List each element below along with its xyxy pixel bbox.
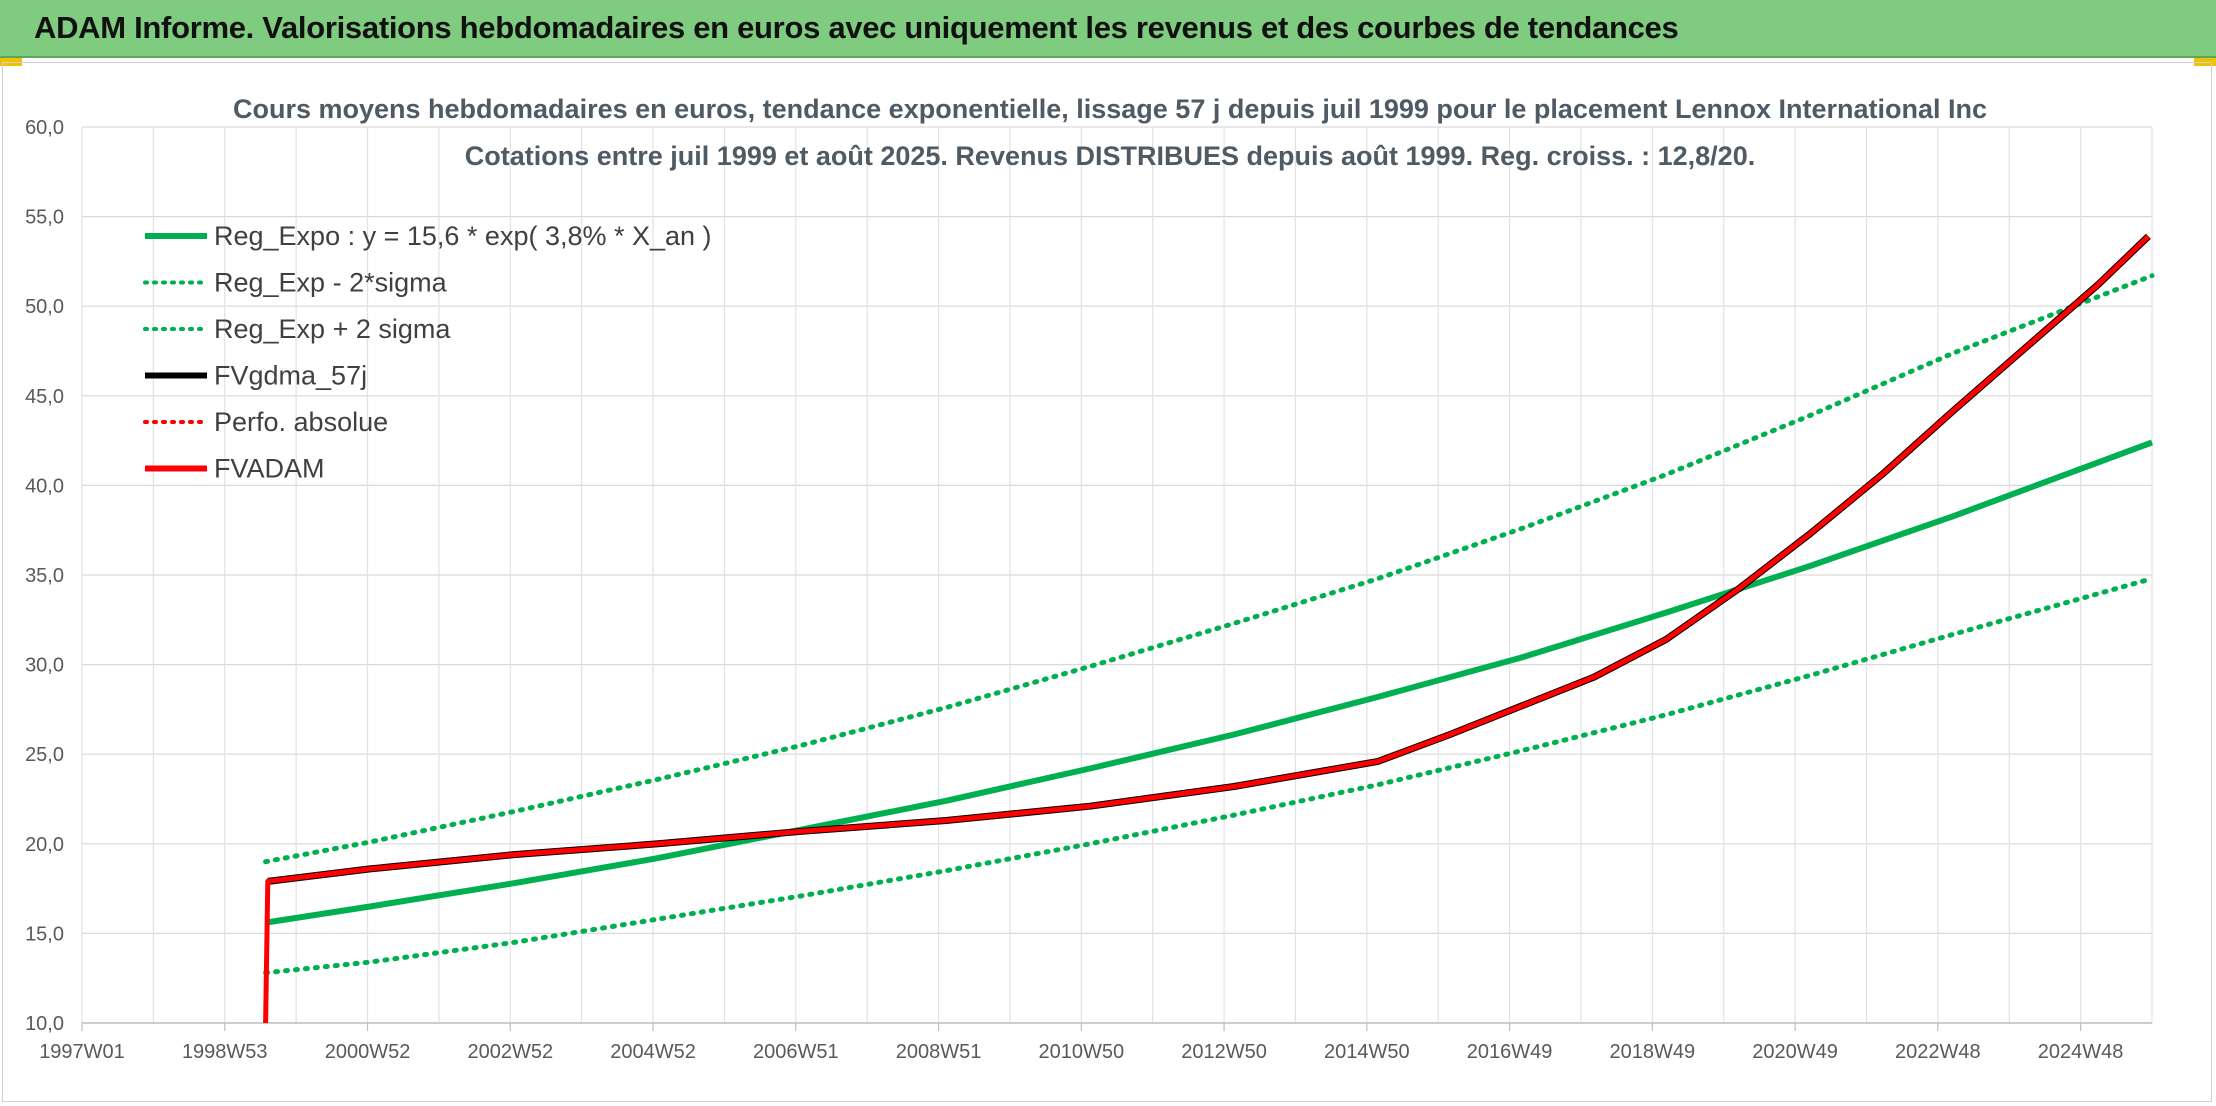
y-tick-label: 55,0 <box>25 207 64 229</box>
x-tick-label: 2014W50 <box>1324 1041 1410 1063</box>
chart-frame <box>2 62 2212 1102</box>
legend-label: Reg_Exp - 2*sigma <box>214 268 448 298</box>
x-tick-label: 2016W49 <box>1467 1041 1553 1063</box>
legend-label: Reg_Exp + 2 sigma <box>214 314 451 344</box>
chart-subtitle: Cotations entre juil 1999 et août 2025. … <box>465 141 1755 171</box>
y-tick-label: 30,0 <box>25 655 64 677</box>
series-line-0 <box>265 439 2154 926</box>
x-tick-label: 2018W49 <box>1610 1041 1696 1063</box>
x-tick-label: 2004W52 <box>610 1041 696 1063</box>
report-banner: ADAM Informe. Valorisations hebdomadaire… <box>0 0 2216 58</box>
legend-label: FVgdma_57j <box>214 361 367 391</box>
y-tick-label: 40,0 <box>25 475 64 497</box>
legend-label: Perfo. absolue <box>214 407 388 437</box>
x-tick-label: 2010W50 <box>1038 1041 1124 1063</box>
report-title: ADAM Informe. Valorisations hebdomadaire… <box>34 10 1679 45</box>
legend-label: FVADAM <box>214 454 325 484</box>
y-tick-label: 45,0 <box>25 386 64 408</box>
series-line-1 <box>263 576 2155 976</box>
y-tick-label: 35,0 <box>25 565 64 587</box>
y-tick-label: 15,0 <box>25 923 64 945</box>
x-tick-label: 2012W50 <box>1181 1041 1267 1063</box>
series-line-5 <box>263 234 2151 1024</box>
chart-title: Cours moyens hebdomadaires en euros, ten… <box>233 94 1987 124</box>
legend-label: Reg_Expo : y = 15,6 * exp( 3,8% * X_an ) <box>214 221 712 251</box>
series-line-2 <box>263 273 2155 865</box>
y-axis-ticks: 10,0 15,0 20,0 25,0 30,0 35,0 40,0 45,0 50,0 55,0… <box>25 117 64 1035</box>
x-tick-label: 2002W52 <box>467 1041 553 1063</box>
x-tick-label: 2024W48 <box>2038 1041 2124 1063</box>
x-axis-ticks: 1997W01 1998W53 2000W52 2002W52 2004W52 2006W… <box>39 1023 2123 1063</box>
grid-lines <box>81 126 2153 1024</box>
x-tick-label: 1997W01 <box>39 1041 125 1063</box>
x-tick-label: 2008W51 <box>896 1041 982 1063</box>
x-tick-label: 2000W52 <box>325 1041 411 1063</box>
y-tick-label: 60,0 <box>25 117 64 139</box>
legend: Reg_Expo : y = 15,6 * exp( 3,8% * X_an )… <box>143 221 712 484</box>
y-tick-label: 25,0 <box>25 744 64 766</box>
series-group <box>263 233 2155 1024</box>
x-tick-label: 1998W53 <box>182 1041 268 1063</box>
x-tick-label: 2020W49 <box>1752 1041 1838 1063</box>
x-tick-label: 2006W51 <box>753 1041 839 1063</box>
y-tick-label: 20,0 <box>25 834 64 856</box>
y-tick-label: 50,0 <box>25 296 64 318</box>
x-tick-label: 2022W48 <box>1895 1041 1981 1063</box>
y-tick-label: 10,0 <box>25 1013 64 1035</box>
